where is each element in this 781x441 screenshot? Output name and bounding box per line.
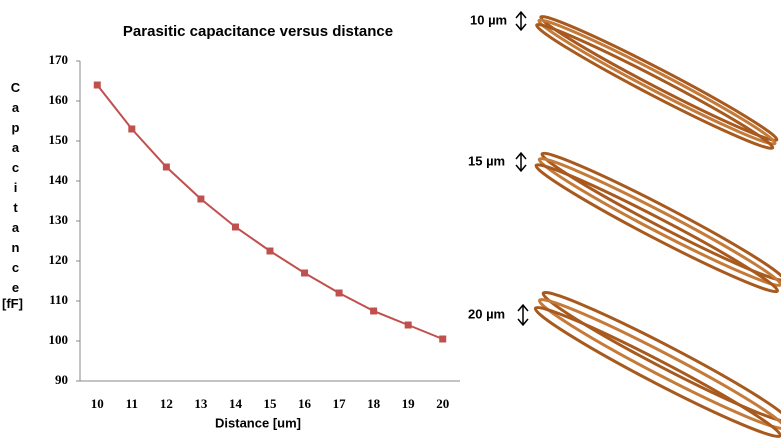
line [97,85,442,339]
y-axis-unit: [fF] [2,296,23,311]
x-tick-label: 18 [367,396,381,411]
x-tick-label: 10 [91,396,104,411]
y-axis-label: Capacitance [8,80,23,300]
marker [232,224,239,231]
marker [336,290,343,297]
marker [197,196,204,203]
x-tick-label: 14 [229,396,243,411]
x-tick-label: 11 [126,396,138,411]
x-tick-label: 13 [194,396,208,411]
annotation: 20 µm [468,306,505,321]
x-tick-label: 12 [160,396,173,411]
y-tick-label: 170 [49,52,69,67]
coil-diagrams [530,9,781,441]
y-tick-label: 130 [49,212,69,227]
x-tick-label: 20 [436,396,449,411]
x-tick-label: 15 [264,396,278,411]
marker [405,322,412,329]
annotation: 15 µm [468,153,505,168]
marker [301,270,308,277]
marker [370,308,377,315]
chart-title: Parasitic capacitance versus distance [123,23,393,40]
marker [163,164,170,171]
y-tick-label: 90 [55,372,68,387]
x-tick-label: 17 [333,396,347,411]
chart: Parasitic capacitance versus distance Di… [0,0,781,441]
x-tick-label: 16 [298,396,312,411]
marker [439,336,446,343]
marker [128,126,135,133]
arrows [516,12,528,325]
y-tick-label: 100 [49,332,69,347]
y-tick-label: 140 [49,172,69,187]
marker [267,248,274,255]
y-tick-label: 110 [49,292,68,307]
page: Parasitic capacitance versus distance Di… [0,0,781,441]
x-tick-label: 19 [402,396,416,411]
y-tick-label: 160 [49,92,69,107]
x-axis-label: Distance [um] [215,415,301,430]
annotation: 10 µm [470,12,507,27]
y-tick-label: 150 [49,132,69,147]
marker [94,82,101,89]
y-tick-label: 120 [49,252,69,267]
